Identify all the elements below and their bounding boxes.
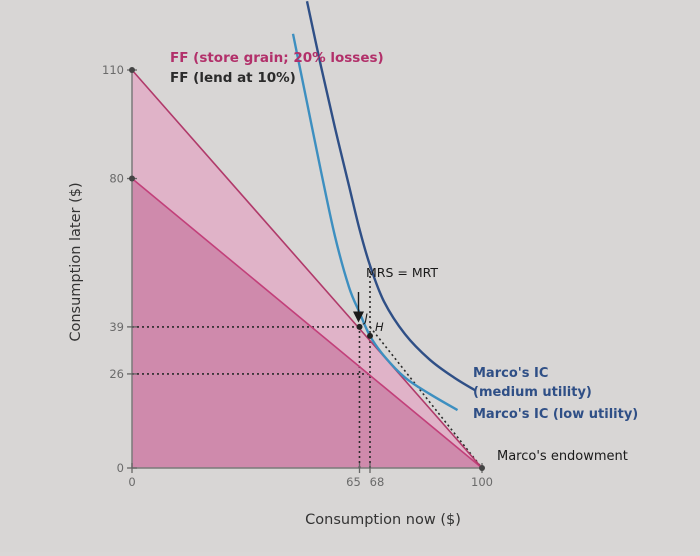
x-tick-label: 0: [128, 475, 135, 489]
point-j: [356, 323, 363, 330]
label-ic-medium-line2: (medium utility): [473, 385, 592, 400]
point-h: [367, 332, 373, 339]
reference-line-tangent: [369, 326, 483, 469]
intercept-dot: [479, 465, 485, 471]
y-axis-label: Consumption later ($): [68, 182, 84, 341]
label-endowment: Marco's endowment: [497, 449, 628, 464]
data-points: JH: [356, 311, 384, 339]
series-line-3: [305, 1, 476, 392]
y-tick-label: 110: [102, 63, 124, 77]
y-tick-label: 26: [109, 367, 124, 381]
reference-lines: [132, 265, 483, 469]
y-tick-label: 0: [117, 461, 124, 475]
axis-markers: [129, 67, 485, 471]
label-ic-low: Marco's IC (low utility): [473, 407, 638, 422]
label-ff-lend: FF (lend at 10%): [170, 70, 296, 86]
label-ic-medium-line1: Marco's IC: [473, 366, 548, 381]
point-label-j: J: [363, 311, 369, 325]
x-tick-label: 68: [370, 475, 385, 489]
y-tick-label: 39: [109, 320, 124, 334]
label-ff-store: FF (store grain; 20% losses): [170, 50, 384, 66]
intercept-dot: [129, 175, 135, 182]
x-tick-label: 65: [346, 475, 361, 489]
y-tick-label: 80: [109, 172, 124, 186]
x-tick-label: 100: [471, 475, 493, 489]
intercept-dot: [129, 67, 135, 73]
series-line-1: [131, 177, 483, 469]
point-label-h: H: [375, 320, 384, 334]
x-axis-label: Consumption now ($): [305, 512, 461, 528]
series-line-2: [131, 69, 483, 469]
label-mrs-mrt: MRS = MRT: [366, 265, 438, 280]
axis-ticks: 0 26 39 80 110 0 65 68 100: [102, 63, 493, 489]
